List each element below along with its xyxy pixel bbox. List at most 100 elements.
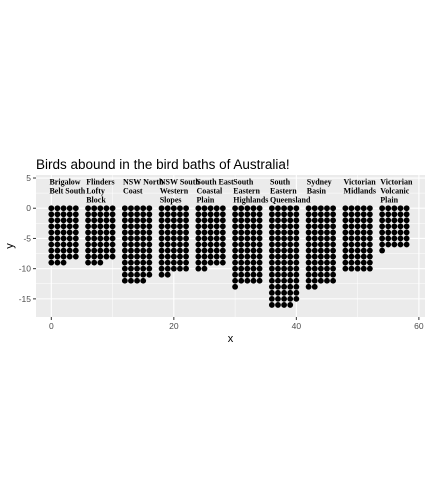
data-point: [134, 217, 140, 224]
region-label-line: Coastal: [197, 186, 224, 195]
data-point: [177, 205, 183, 212]
data-point: [385, 211, 392, 218]
data-point: [134, 247, 140, 254]
data-point: [268, 253, 275, 260]
data-point: [232, 223, 238, 230]
data-point: [385, 223, 392, 230]
data-point: [158, 205, 165, 212]
data-point: [366, 205, 373, 212]
data-point: [72, 229, 79, 236]
data-point: [66, 217, 73, 224]
data-point: [275, 302, 281, 308]
data-point: [91, 223, 98, 230]
data-point: [360, 247, 367, 254]
data-point: [219, 229, 226, 236]
region-label-line: Queensland: [270, 196, 311, 205]
data-point: [275, 253, 281, 260]
data-point: [250, 247, 257, 254]
data-point: [385, 235, 392, 242]
data-point: [305, 277, 312, 284]
data-point: [164, 229, 171, 236]
data-point: [140, 271, 147, 278]
data-point: [140, 265, 147, 272]
data-point: [66, 241, 73, 248]
data-point: [219, 241, 226, 248]
y-axis-label: y: [4, 243, 16, 249]
data-point: [379, 211, 386, 218]
data-point: [158, 247, 165, 254]
data-point: [305, 259, 312, 266]
data-point: [121, 229, 128, 236]
data-point: [293, 259, 300, 266]
data-point: [317, 223, 324, 230]
data-point: [311, 271, 318, 278]
data-point: [219, 235, 226, 242]
data-point: [360, 241, 367, 248]
data-point: [250, 211, 257, 218]
data-point: [244, 271, 251, 278]
data-point: [121, 277, 128, 284]
data-point: [305, 205, 312, 212]
data-point: [170, 223, 177, 230]
data-point: [287, 223, 294, 230]
data-point: [109, 229, 116, 236]
data-point: [348, 223, 355, 230]
data-point: [213, 253, 220, 260]
data-point: [256, 229, 263, 236]
data-point: [256, 259, 263, 266]
data-point: [238, 211, 245, 218]
data-point: [60, 223, 67, 230]
data-point: [305, 271, 312, 278]
data-point: [268, 295, 275, 302]
data-point: [287, 229, 294, 236]
data-point: [164, 265, 171, 272]
data-point: [317, 229, 324, 236]
data-point: [109, 247, 116, 254]
data-point: [128, 211, 134, 218]
data-point: [244, 229, 251, 236]
data-point: [342, 247, 349, 254]
data-point: [250, 205, 257, 212]
data-point: [317, 247, 324, 254]
data-point: [232, 211, 238, 218]
region-label-line: Victorian: [344, 177, 377, 186]
data-point: [60, 253, 67, 260]
data-point: [268, 265, 275, 272]
data-point: [183, 205, 189, 212]
data-point: [109, 211, 116, 218]
data-point: [91, 253, 98, 260]
region-dot-group: [305, 205, 337, 290]
data-point: [379, 229, 386, 236]
data-point: [48, 235, 55, 242]
data-point: [91, 217, 98, 224]
data-point: [170, 217, 177, 224]
data-point: [354, 217, 361, 224]
data-point: [397, 229, 404, 236]
data-point: [256, 241, 263, 248]
data-point: [48, 229, 55, 236]
data-point: [397, 235, 404, 242]
data-point: [275, 211, 281, 218]
data-point: [207, 241, 214, 248]
data-point: [146, 265, 153, 272]
data-point: [195, 217, 202, 224]
data-point: [238, 247, 245, 254]
data-point: [158, 235, 165, 242]
data-point: [244, 205, 251, 212]
data-point: [97, 247, 104, 254]
data-point: [183, 223, 189, 230]
data-point: [330, 229, 337, 236]
data-point: [391, 211, 398, 218]
data-point: [103, 223, 110, 230]
data-point: [238, 241, 245, 248]
data-point: [379, 223, 386, 230]
data-point: [140, 217, 147, 224]
region-label-line: Slopes: [160, 196, 182, 205]
data-point: [305, 223, 312, 230]
data-point: [256, 265, 263, 272]
region-label-line: Western: [160, 186, 189, 195]
data-point: [244, 217, 251, 224]
data-point: [97, 217, 104, 224]
data-point: [324, 229, 330, 236]
data-point: [287, 205, 294, 212]
